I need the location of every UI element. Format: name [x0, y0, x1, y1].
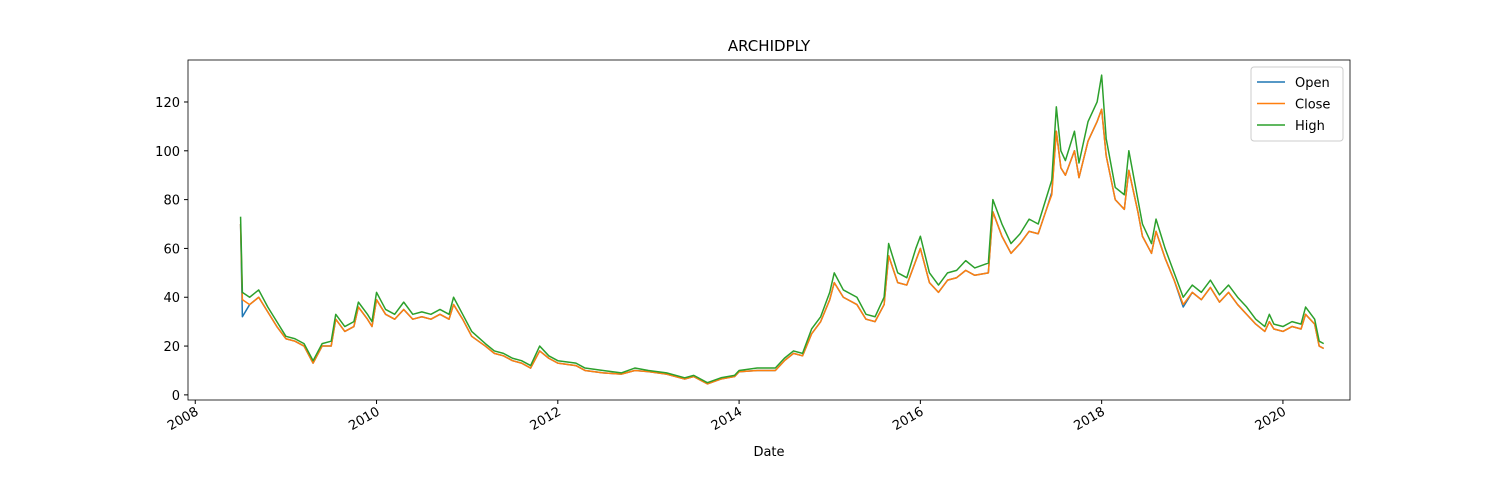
x-axis-label: Date: [753, 445, 784, 460]
series-line: [239, 74, 1325, 384]
legend-label: Open: [1295, 76, 1330, 91]
y-tick-label: 40: [163, 291, 180, 306]
plot-frame: [187, 59, 1351, 401]
chart-title: ARCHIDPLY: [728, 37, 811, 55]
y-tick-label: 60: [163, 242, 180, 257]
y-tick-label: 120: [155, 96, 180, 111]
legend-label: Close: [1295, 98, 1330, 113]
legend-box: [1250, 66, 1344, 142]
y-tick-label: 0: [172, 389, 180, 404]
y-tick-label: 100: [155, 145, 180, 160]
y-tick-label: 20: [163, 340, 180, 355]
series-line: [239, 108, 1325, 385]
legend-label: High: [1295, 119, 1325, 134]
legend: Open Close High: [1250, 66, 1344, 142]
y-tick-label: 80: [163, 194, 180, 209]
